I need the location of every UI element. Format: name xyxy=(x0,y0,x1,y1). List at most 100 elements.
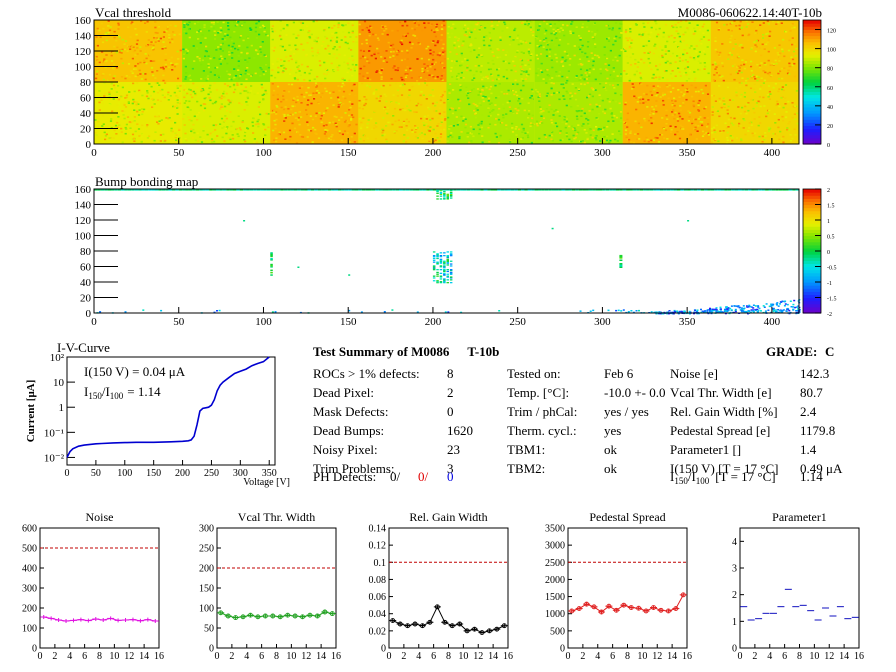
pixel-cell xyxy=(244,59,247,61)
pixel-cell xyxy=(209,99,212,102)
pixel-cell xyxy=(603,46,606,48)
bump-cell xyxy=(713,308,716,311)
pixel-cell xyxy=(441,47,444,50)
pixel-cell xyxy=(241,120,244,122)
small-x-tick-label: 6 xyxy=(431,651,436,662)
pixel-cell xyxy=(401,43,404,46)
pixel-cell xyxy=(564,126,567,129)
bump-cell xyxy=(668,310,671,312)
colorbar-tick-label: 60 xyxy=(827,86,833,92)
pixel-cell xyxy=(782,119,785,122)
pixel-cell xyxy=(767,130,770,133)
bump-cell xyxy=(701,310,704,312)
pixel-cell xyxy=(726,141,729,144)
pixel-cell xyxy=(166,26,169,28)
small-y-tick-label: 600 xyxy=(22,524,37,535)
pixel-cell xyxy=(223,90,226,93)
data-point-marker xyxy=(240,614,246,620)
pixel-cell xyxy=(642,33,645,35)
pixel-cell xyxy=(347,47,351,50)
pixel-cell xyxy=(359,49,362,52)
pixel-cell xyxy=(793,87,797,89)
pixel-cell xyxy=(351,21,354,24)
pixel-cell xyxy=(335,48,339,51)
bump-cell xyxy=(205,189,210,191)
pixel-cell xyxy=(781,96,784,98)
pixel-cell xyxy=(541,71,544,73)
small-y-tick-label: 0 xyxy=(32,644,37,655)
pixel-cell xyxy=(106,52,109,55)
bump-cell xyxy=(762,305,765,307)
bump-cell xyxy=(589,310,592,312)
x-tick-label: 200 xyxy=(425,316,442,328)
pixel-cell xyxy=(251,121,254,124)
pixel-cell xyxy=(780,97,783,99)
pixel-cell xyxy=(368,62,371,64)
pixel-cell xyxy=(789,140,793,142)
pixel-cell xyxy=(137,62,140,65)
bump-cell xyxy=(304,189,308,191)
pixel-cell xyxy=(508,62,511,65)
bump-cell xyxy=(728,307,731,310)
pixel-cell xyxy=(603,126,606,129)
pixel-cell xyxy=(294,78,297,80)
pixel-cell xyxy=(253,93,256,95)
pixel-cell xyxy=(558,44,561,47)
pixel-cell xyxy=(477,94,480,96)
pixel-cell xyxy=(519,40,522,42)
pixel-cell xyxy=(526,131,529,134)
pixel-cell xyxy=(134,130,137,133)
pixel-cell xyxy=(727,58,730,60)
pixel-cell xyxy=(550,59,553,61)
pixel-cell xyxy=(348,114,351,117)
pixel-cell xyxy=(192,45,195,47)
pixel-cell xyxy=(512,83,515,85)
pixel-cell xyxy=(645,44,648,47)
pixel-cell xyxy=(264,134,267,136)
pixel-cell xyxy=(551,134,554,137)
pixel-cell xyxy=(305,91,308,94)
pixel-cell xyxy=(449,70,452,72)
pixel-cell xyxy=(145,95,149,98)
pixel-cell xyxy=(415,43,418,46)
bump-cell xyxy=(439,278,443,280)
pixel-cell xyxy=(773,133,776,135)
pixel-cell xyxy=(453,41,456,44)
pixel-cell xyxy=(580,115,583,117)
pixel-cell xyxy=(543,40,546,42)
pixel-cell xyxy=(682,104,685,106)
pixel-cell xyxy=(366,126,369,129)
pixel-cell xyxy=(658,78,661,80)
pixel-cell xyxy=(297,131,300,134)
pixel-cell xyxy=(740,140,743,143)
pixel-cell xyxy=(577,88,580,91)
pixel-cell xyxy=(350,136,353,138)
pixel-cell xyxy=(342,103,345,105)
pixel-cell xyxy=(102,73,105,75)
pixel-cell xyxy=(548,78,551,81)
pixel-cell xyxy=(130,121,133,124)
pixel-cell xyxy=(616,84,619,86)
bump-cell xyxy=(609,189,613,191)
pixel-cell xyxy=(324,87,327,90)
pixel-cell xyxy=(606,38,609,40)
pixel-cell xyxy=(351,24,354,27)
pixel-cell xyxy=(148,54,151,56)
pixel-cell xyxy=(793,43,797,45)
pixel-cell xyxy=(322,41,325,43)
pixel-cell xyxy=(789,65,792,68)
pixel-cell xyxy=(634,23,638,25)
pixel-cell xyxy=(579,77,582,80)
pixel-cell xyxy=(565,59,568,61)
bump-cell xyxy=(710,311,713,313)
pixel-cell xyxy=(462,42,465,45)
colorbar-segment xyxy=(803,272,821,277)
pixel-cell xyxy=(312,20,315,23)
pixel-cell xyxy=(592,89,595,91)
pixel-cell xyxy=(156,82,159,84)
pixel-cell xyxy=(257,100,261,102)
pixel-cell xyxy=(147,39,150,41)
pixel-cell xyxy=(594,46,597,48)
pixel-cell xyxy=(323,133,326,135)
pixel-cell xyxy=(521,137,524,139)
